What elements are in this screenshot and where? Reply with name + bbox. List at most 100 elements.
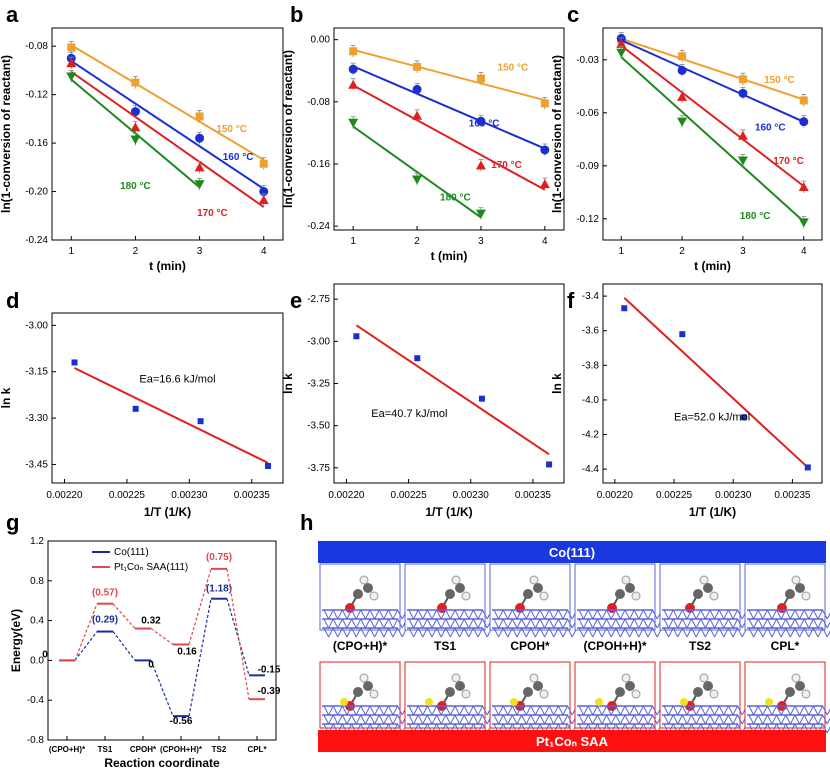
- saa-structure-row: [319, 661, 830, 734]
- y-axis-label-f: ln k: [550, 373, 564, 394]
- data-point: [194, 180, 205, 190]
- lattice-bond: [553, 714, 559, 725]
- lattice-bond: [817, 627, 824, 638]
- y-tick-label: 0.0: [30, 655, 44, 666]
- charts-layer: 1 2 3 4 -0.08 -0.12 -0.16 -0.20 -0.24 t (min) ln(1…: [0, 27, 823, 770]
- carbon-atom: [703, 681, 713, 691]
- lattice-bond: [449, 714, 456, 725]
- lattice-bond: [337, 705, 343, 716]
- x-axis-label-e: 1/T (1/K): [425, 505, 472, 519]
- lattice-bond: [668, 618, 674, 629]
- lattice-bond: [596, 627, 603, 638]
- fit-line-1: [620, 39, 805, 123]
- lattice-bond: [507, 627, 513, 638]
- lattice-bond: [392, 618, 399, 629]
- y-tick-label: -3.45: [25, 459, 48, 470]
- lattice-bond: [445, 618, 451, 629]
- lattice-bond: [440, 609, 447, 620]
- lattice-bond: [516, 705, 523, 716]
- lattice-bond: [413, 618, 419, 629]
- panel-b-chart: 1 2 3 4 0.00 -0.08 -0.16 -0.24 t (min) ln(1-conve…: [281, 27, 565, 263]
- fit-line-2: [352, 84, 546, 191]
- lattice-bond: [530, 618, 536, 629]
- carbon-atom: [693, 687, 703, 697]
- lattice-bond: [431, 627, 438, 638]
- lattice-bond: [445, 714, 451, 725]
- lattice-bond: [567, 714, 573, 725]
- lattice-bond: [700, 627, 706, 638]
- lattice-bond: [408, 714, 415, 725]
- energy-label: (1.18): [206, 584, 232, 595]
- lattice-bond: [445, 627, 451, 638]
- lattice-bond: [369, 627, 376, 638]
- lattice-bond: [408, 618, 415, 629]
- lattice-bond: [695, 705, 702, 716]
- lattice-bond: [534, 627, 541, 638]
- lattice-bond: [672, 705, 679, 716]
- lattice-bond: [567, 627, 573, 638]
- saa-banner: [318, 730, 826, 752]
- lattice-bond: [346, 714, 353, 725]
- lattice-bond: [454, 618, 461, 629]
- lattice-bond: [383, 627, 389, 638]
- category-label: (CPOH+H)*: [160, 745, 203, 754]
- lattice-bond: [748, 705, 755, 716]
- lattice-bond: [544, 618, 550, 629]
- lattice-bond: [766, 609, 773, 620]
- data-point: [546, 461, 553, 468]
- lattice-bond: [328, 705, 334, 716]
- lattice-bond: [346, 627, 353, 638]
- y-tick-label: -3.8: [582, 360, 600, 371]
- data-point: [678, 52, 687, 61]
- data-point: [412, 110, 423, 120]
- lattice-bond: [440, 714, 447, 725]
- lattice-bond: [468, 627, 474, 638]
- lattice-bond: [511, 705, 518, 716]
- y-tick-label: -0.12: [25, 90, 48, 101]
- carbon-atom: [353, 687, 363, 697]
- lattice-bond: [681, 714, 688, 725]
- lattice-bond: [364, 714, 371, 725]
- lattice-bond: [502, 627, 509, 638]
- lattice-bond: [468, 705, 474, 716]
- lattice-bond: [337, 627, 343, 638]
- energy-label: -0.15: [258, 664, 281, 675]
- lattice-bond: [723, 618, 729, 629]
- lattice-bond: [714, 705, 720, 716]
- lattice-bond: [544, 714, 550, 725]
- oxygen-atom: [685, 603, 695, 613]
- lattice-bond: [808, 618, 814, 629]
- lattice-bond: [695, 618, 702, 629]
- data-point: [540, 99, 549, 108]
- lattice-bond: [714, 714, 720, 725]
- lattice-bond: [459, 705, 465, 716]
- y-axis-label-g: Energy(eV): [9, 609, 23, 672]
- data-point: [66, 58, 77, 68]
- lattice-bond: [601, 705, 608, 716]
- lattice-bond: [397, 714, 403, 725]
- lattice-bond: [332, 627, 339, 638]
- energy-connector: [188, 568, 212, 645]
- lattice-bond: [525, 627, 532, 638]
- carbon-atom: [625, 681, 635, 691]
- lattice-bond: [652, 627, 658, 638]
- data-point: [130, 135, 141, 145]
- lattice-bond: [449, 618, 456, 629]
- lattice-bond: [704, 609, 711, 620]
- lattice-bond: [374, 714, 380, 725]
- y-tick-label: -3.00: [307, 336, 330, 347]
- plot-frame: [602, 27, 823, 241]
- x-tick-label: 4: [542, 236, 548, 247]
- energy-label: 0: [148, 659, 154, 670]
- lattice-bond: [417, 609, 424, 620]
- x-tick-label: 0.00225: [656, 490, 693, 501]
- lattice-bond: [633, 705, 640, 716]
- lattice-bond: [610, 627, 617, 638]
- y-tick-label: 1.2: [30, 536, 44, 547]
- lattice-bond: [808, 609, 814, 620]
- lattice-bond: [525, 705, 532, 716]
- lattice-bond: [647, 609, 654, 620]
- data-point: [348, 79, 359, 89]
- lattice-bond: [578, 618, 585, 629]
- lattice-bond: [723, 627, 729, 638]
